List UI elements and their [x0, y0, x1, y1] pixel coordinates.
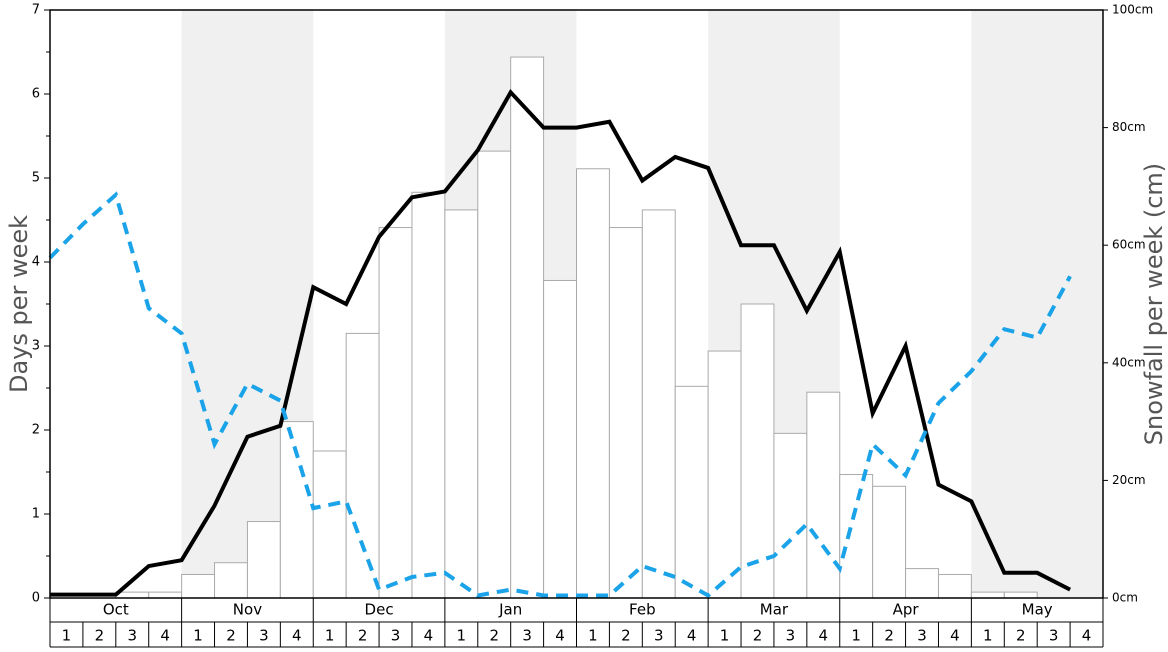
y-axis-label: Days per week [5, 215, 33, 393]
bar [806, 391, 841, 599]
y2-axis-label: Snowfall per week (cm) [1140, 163, 1168, 445]
bar [576, 168, 610, 599]
bar [872, 485, 907, 599]
x-tick-label: 4 [424, 627, 434, 645]
x-tick-label: 2 [95, 627, 105, 645]
x-tick-label: 2 [621, 627, 631, 645]
x-tick-label: 1 [193, 627, 203, 645]
month-label: Feb [629, 601, 656, 619]
y-tick-label: 7 [32, 3, 40, 18]
x-tick-label: 1 [588, 627, 598, 645]
bar [148, 591, 183, 599]
bar [510, 56, 545, 599]
x-tick-label: 1 [457, 627, 467, 645]
line [48, 191, 1072, 598]
bar [740, 303, 775, 599]
x-tick-label: 3 [127, 627, 137, 645]
bar [181, 573, 216, 599]
x-tick-label: 3 [522, 627, 532, 645]
bar [543, 279, 577, 599]
bar [707, 350, 742, 599]
x-tick-label: 2 [753, 627, 763, 645]
y-tick-label: 2 [32, 423, 40, 438]
bar [312, 450, 347, 599]
bar [937, 573, 972, 599]
bar [444, 209, 479, 599]
y2-tick-label: 20cm [1112, 473, 1146, 487]
x-tick-label: 2 [884, 627, 894, 645]
x-tick-label: 1 [720, 627, 730, 645]
y-tick-label: 6 [32, 87, 40, 102]
y2-tick-label: 80cm [1112, 120, 1146, 134]
x-tick-label: 4 [819, 627, 829, 645]
y2-tick-label: 0cm [1112, 591, 1138, 605]
x-tick-label: 1 [983, 627, 993, 645]
month-label: May [1022, 601, 1053, 619]
x-tick-label: 4 [292, 627, 302, 645]
x-tick-label: 2 [489, 627, 499, 645]
month-label: Jan [498, 601, 522, 619]
x-tick-label: 2 [1016, 627, 1026, 645]
y2-tick-label: 60cm [1112, 238, 1146, 252]
x-tick-label: 1 [851, 627, 861, 645]
x-tick-label: 4 [1082, 627, 1092, 645]
x-tick-label: 4 [687, 627, 697, 645]
bar [608, 227, 643, 599]
bar [378, 227, 413, 599]
month-label: Nov [233, 601, 262, 619]
x-tick-label: 3 [1049, 627, 1059, 645]
month-label: Dec [365, 601, 394, 619]
y-tick-label: 5 [32, 171, 40, 186]
y2-tick-label: 100cm [1112, 3, 1153, 17]
x-tick-label: 3 [391, 627, 401, 645]
line [50, 88, 1072, 597]
x-tick-label: 3 [654, 627, 664, 645]
y-tick-label: 4 [32, 255, 40, 270]
x-tick-label: 3 [786, 627, 796, 645]
bar [214, 562, 248, 599]
y2-tick-label: 40cm [1112, 355, 1146, 369]
x-tick-label: 3 [259, 627, 269, 645]
y-tick-label: 1 [32, 507, 40, 522]
bar [773, 432, 808, 599]
bar [1003, 591, 1038, 599]
month-label: Mar [760, 601, 789, 619]
x-tick-label: 3 [917, 627, 927, 645]
month-label: Apr [893, 601, 920, 619]
bar [246, 521, 281, 599]
x-tick-label: 1 [62, 627, 72, 645]
x-tick-label: 2 [226, 627, 236, 645]
x-tick-label: 2 [358, 627, 368, 645]
x-tick-label: 4 [555, 627, 565, 645]
bar [970, 591, 1005, 599]
y-tick-label: 0 [32, 591, 40, 606]
bar [674, 385, 709, 599]
x-tick-label: 1 [325, 627, 335, 645]
x-tick-label: 4 [950, 627, 960, 645]
bar [345, 332, 380, 599]
month-label: Oct [103, 601, 129, 619]
month-band [971, 10, 1103, 598]
bar [839, 474, 874, 599]
x-tick-label: 4 [160, 627, 170, 645]
bar [641, 209, 676, 599]
bar [411, 191, 446, 599]
bar [477, 150, 512, 599]
y-tick-label: 3 [32, 339, 40, 354]
bar [905, 568, 939, 599]
